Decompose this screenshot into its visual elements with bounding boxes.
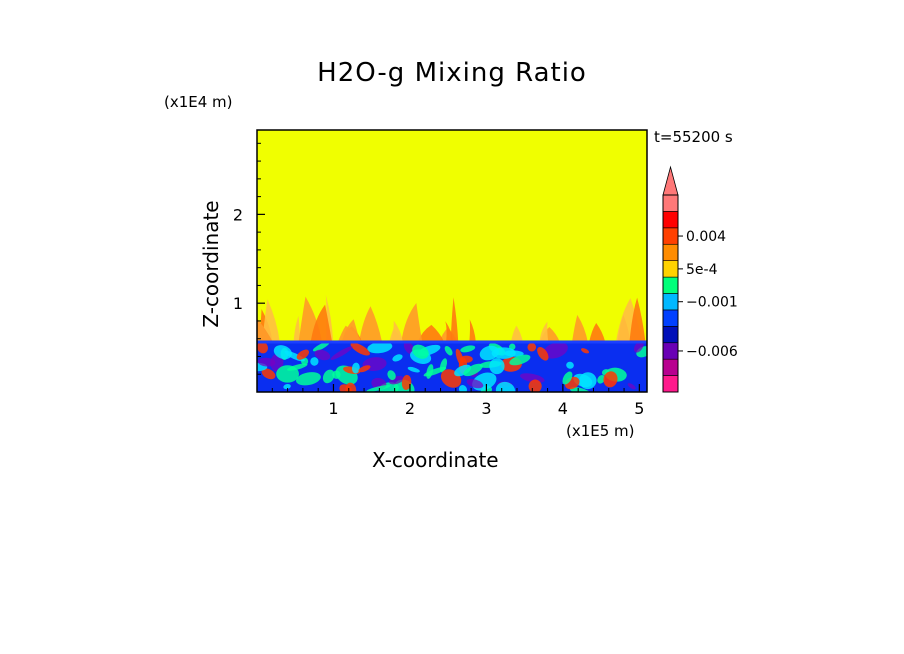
plume <box>445 321 454 343</box>
plume <box>469 319 476 343</box>
plume <box>293 315 301 343</box>
mixed-patch <box>296 372 321 386</box>
x-axis-label: X-coordinate <box>372 448 499 472</box>
mixed-patch <box>367 341 393 354</box>
mixed-patch <box>537 346 549 361</box>
colorbar-band <box>662 211 679 229</box>
mixed-patch <box>310 357 319 366</box>
plume <box>589 323 606 343</box>
mixed-patch <box>566 361 574 369</box>
plume <box>310 304 333 343</box>
time-label: t=55200 s <box>654 128 733 146</box>
mixed-patch <box>444 345 453 356</box>
mixed-patch <box>296 349 310 360</box>
colorbar-band <box>662 276 679 294</box>
x-tick-label: 2 <box>405 399 415 418</box>
mixed-patch <box>543 342 568 359</box>
plume <box>450 297 459 343</box>
mixed-patch <box>276 365 299 383</box>
colorbar-label: 0.004 <box>686 229 726 245</box>
mixed-patch <box>257 341 268 354</box>
mixed-patch <box>283 384 291 390</box>
mixed-patch <box>426 364 434 379</box>
mixed-patch <box>527 342 537 352</box>
mixed-patch <box>314 349 331 361</box>
colorbar-band <box>662 194 679 212</box>
plot-frame <box>256 129 648 393</box>
mixed-patch <box>261 368 276 380</box>
mixed-patch <box>358 365 371 373</box>
mixed-patch <box>463 363 483 377</box>
mixed-patch <box>562 371 573 385</box>
y-tick-label: 1 <box>233 294 243 313</box>
plume <box>391 320 403 343</box>
mixed-patch <box>633 340 644 353</box>
x-tick-label: 1 <box>328 399 338 418</box>
mixed-patch <box>407 366 420 373</box>
mixed-patch <box>273 345 292 360</box>
mixed-patch <box>495 381 516 392</box>
colorbar-band <box>662 358 679 376</box>
colorbar-band <box>662 243 679 261</box>
mixed-patch <box>257 357 276 367</box>
colorbar-label: −0.006 <box>686 344 738 360</box>
plume <box>401 302 423 343</box>
y-axis-unit: (x1E4 m) <box>164 93 233 111</box>
x-tick-label: 4 <box>558 399 568 418</box>
contour-field <box>257 130 647 392</box>
mixed-patch <box>580 348 589 354</box>
axes: 1 2 3 4 5 1 2 <box>233 142 644 418</box>
plume <box>257 318 273 343</box>
mixed-patch <box>597 375 606 384</box>
colorbar-band <box>662 342 679 360</box>
colorbar-band <box>662 375 679 393</box>
mixed-patch <box>455 348 464 366</box>
mixed-patch <box>351 362 360 374</box>
plume <box>337 325 363 343</box>
mixed-patch <box>627 383 636 390</box>
mixed-patch <box>401 374 412 391</box>
x-axis-unit: (x1E5 m) <box>566 422 635 440</box>
colorbar-frame <box>662 194 679 393</box>
colorbar-band <box>662 326 679 344</box>
plume <box>629 297 646 343</box>
mixed-patch <box>332 370 341 379</box>
mixed-patch <box>403 341 415 355</box>
colorbar-band <box>662 227 679 245</box>
mixed-patch <box>366 385 391 392</box>
mixed-patch <box>312 341 330 352</box>
plume <box>510 325 524 343</box>
plume <box>417 324 445 343</box>
mixed-patch <box>520 373 545 383</box>
mixed-patch <box>603 371 618 388</box>
colorbar-band <box>662 293 679 311</box>
mixed-patch <box>412 344 429 359</box>
mixed-patch <box>387 370 396 381</box>
mixed-patch <box>350 342 370 356</box>
plume <box>358 306 383 343</box>
boundary-layer-top <box>257 340 647 344</box>
mixed-patch <box>489 358 505 375</box>
plume <box>571 314 588 343</box>
x-tick-label: 5 <box>634 399 644 418</box>
mixed-patch <box>460 345 476 353</box>
mixed-patch <box>509 354 531 366</box>
x-tick-label: 3 <box>481 399 491 418</box>
mixed-patch <box>491 347 516 359</box>
chart-title: H2O-g Mixing Ratio <box>317 58 587 88</box>
colorbar-label: −0.001 <box>686 295 738 311</box>
colorbar-extend-arrow <box>662 165 679 196</box>
colorbar-label: 5e-4 <box>686 262 718 278</box>
plume <box>539 321 549 343</box>
colorbar: 0.004 5e-4 −0.001 −0.006 <box>662 165 738 393</box>
mixed-patch <box>466 378 484 389</box>
mixed-patch <box>339 384 352 392</box>
colorbar-band <box>662 260 679 278</box>
mixed-patch <box>322 369 335 384</box>
colorbar-band <box>662 309 679 327</box>
y-tick-label: 2 <box>233 205 243 224</box>
mixed-patch <box>330 346 353 360</box>
mixed-patch <box>392 354 403 362</box>
